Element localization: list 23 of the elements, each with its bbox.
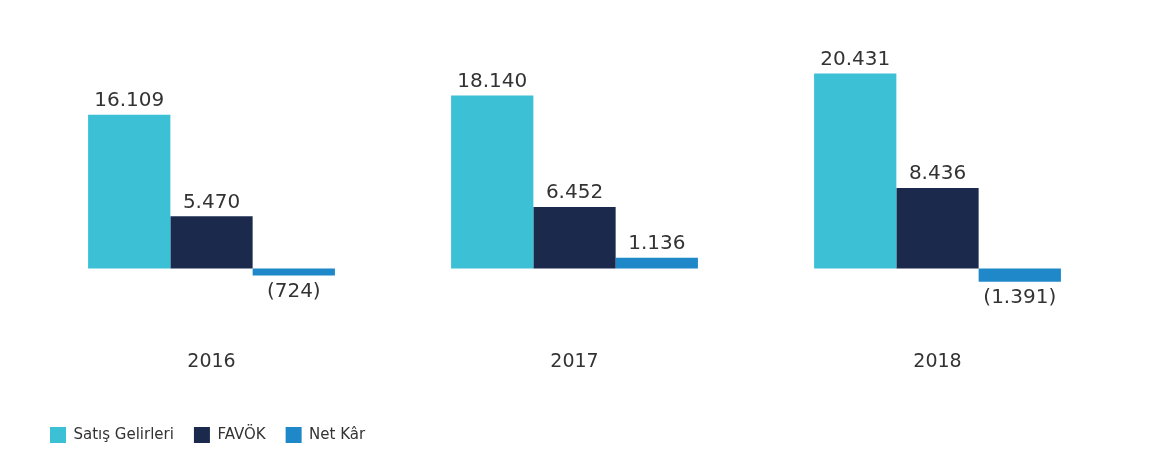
data-label: (724) <box>266 277 321 302</box>
data-label: 5.470 <box>182 188 241 213</box>
data-label: 20.431 <box>820 45 891 70</box>
bar <box>451 95 534 269</box>
x-tick-label: 2017 <box>550 348 599 371</box>
bar <box>615 257 698 269</box>
data-label: 1.136 <box>628 229 686 254</box>
x-tick-label: 2016 <box>187 348 236 371</box>
bar <box>814 73 897 269</box>
legend-label: FAVÖK <box>217 423 267 443</box>
bar <box>533 206 616 269</box>
data-label: 8.436 <box>908 160 967 185</box>
data-label: 18.140 <box>457 67 528 92</box>
legend-label: Satış Gelirleri <box>73 424 174 443</box>
bar <box>88 114 171 269</box>
data-label: (1.391) <box>983 283 1057 308</box>
data-label: 16.109 <box>94 87 165 112</box>
bar <box>170 216 253 269</box>
bar <box>896 188 979 269</box>
data-label: 6.452 <box>545 179 604 204</box>
bar <box>978 268 1061 282</box>
x-tick-label: 2018 <box>913 348 962 371</box>
legend-label: Net Kâr <box>309 424 366 443</box>
